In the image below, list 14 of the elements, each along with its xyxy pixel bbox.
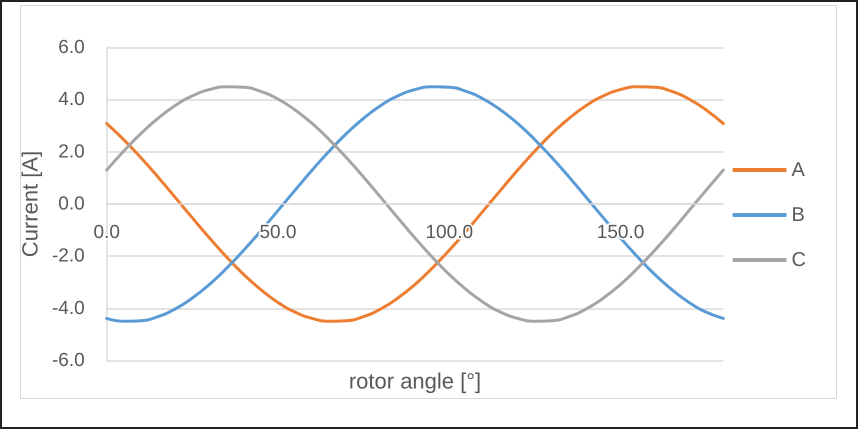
x-axis-title: rotor angle [°] xyxy=(348,368,482,394)
x-tick-label: 0.0 xyxy=(93,222,120,243)
x-tick-label: 50.0 xyxy=(259,222,296,243)
y-tick-label: 6.0 xyxy=(58,36,85,58)
y-tick-label: -6.0 xyxy=(52,350,85,372)
legend-label: B xyxy=(792,204,805,226)
y-tick-label: 4.0 xyxy=(58,89,85,110)
legend-label: C xyxy=(792,249,806,271)
legend-label: A xyxy=(792,159,806,181)
y-tick-label: -2.0 xyxy=(52,246,85,267)
y-tick-label: 0.0 xyxy=(58,194,85,214)
y-tick-label: 2.0 xyxy=(58,141,85,162)
y-axis-title: Current [A] xyxy=(18,150,43,258)
y-tick-label: -4.0 xyxy=(52,298,85,319)
